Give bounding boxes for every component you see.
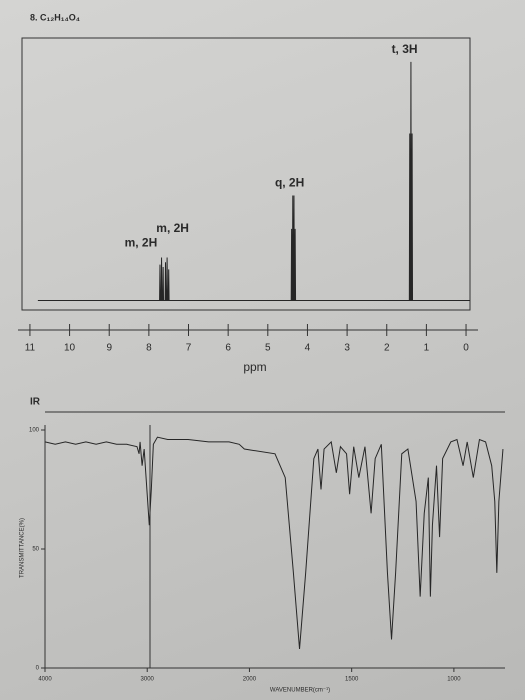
x-tick-label: 1 xyxy=(424,343,430,354)
x-tick-label: 7 xyxy=(186,343,192,354)
ir-title: IR xyxy=(30,397,41,408)
nmr-title: 8. C₁₂H₁₄O₄ xyxy=(30,12,80,22)
x-tick-label: 2 xyxy=(384,343,390,354)
x-tick-label: 1500 xyxy=(345,677,359,683)
peak-annotation: m, 2H xyxy=(125,235,158,249)
ir-y-label: TRANSMITTANCE(%) xyxy=(20,518,26,578)
ir-x-label: WAVENUMBER(cm⁻¹) xyxy=(270,688,330,694)
nmr-frame xyxy=(21,37,471,311)
x-tick-label: 6 xyxy=(225,343,231,354)
y-tick-label: 100 xyxy=(29,428,40,434)
x-tick-label: 3 xyxy=(344,343,350,354)
x-tick-label: 4 xyxy=(305,343,311,354)
peak-annotation: m, 2H xyxy=(156,221,189,235)
nmr-x-label: ppm xyxy=(243,360,266,374)
x-tick-label: 10 xyxy=(64,343,76,354)
spectrum-line xyxy=(44,436,504,650)
x-tick-label: 5 xyxy=(265,343,271,354)
x-tick-label: 0 xyxy=(463,343,469,354)
y-tick-label: 50 xyxy=(32,547,39,553)
x-tick-label: 3000 xyxy=(141,677,155,683)
peak-annotation: t, 3H xyxy=(392,42,418,56)
x-tick-label: 8 xyxy=(146,343,152,354)
spectrum-line xyxy=(37,61,470,301)
y-tick-label: 0 xyxy=(36,666,40,672)
x-tick-label: 2000 xyxy=(243,677,257,683)
x-tick-label: 4000 xyxy=(38,677,52,683)
peak-annotation: q, 2H xyxy=(275,176,304,190)
x-tick-label: 9 xyxy=(106,343,112,354)
x-tick-label: 1000 xyxy=(447,677,461,683)
x-tick-label: 11 xyxy=(25,343,36,354)
